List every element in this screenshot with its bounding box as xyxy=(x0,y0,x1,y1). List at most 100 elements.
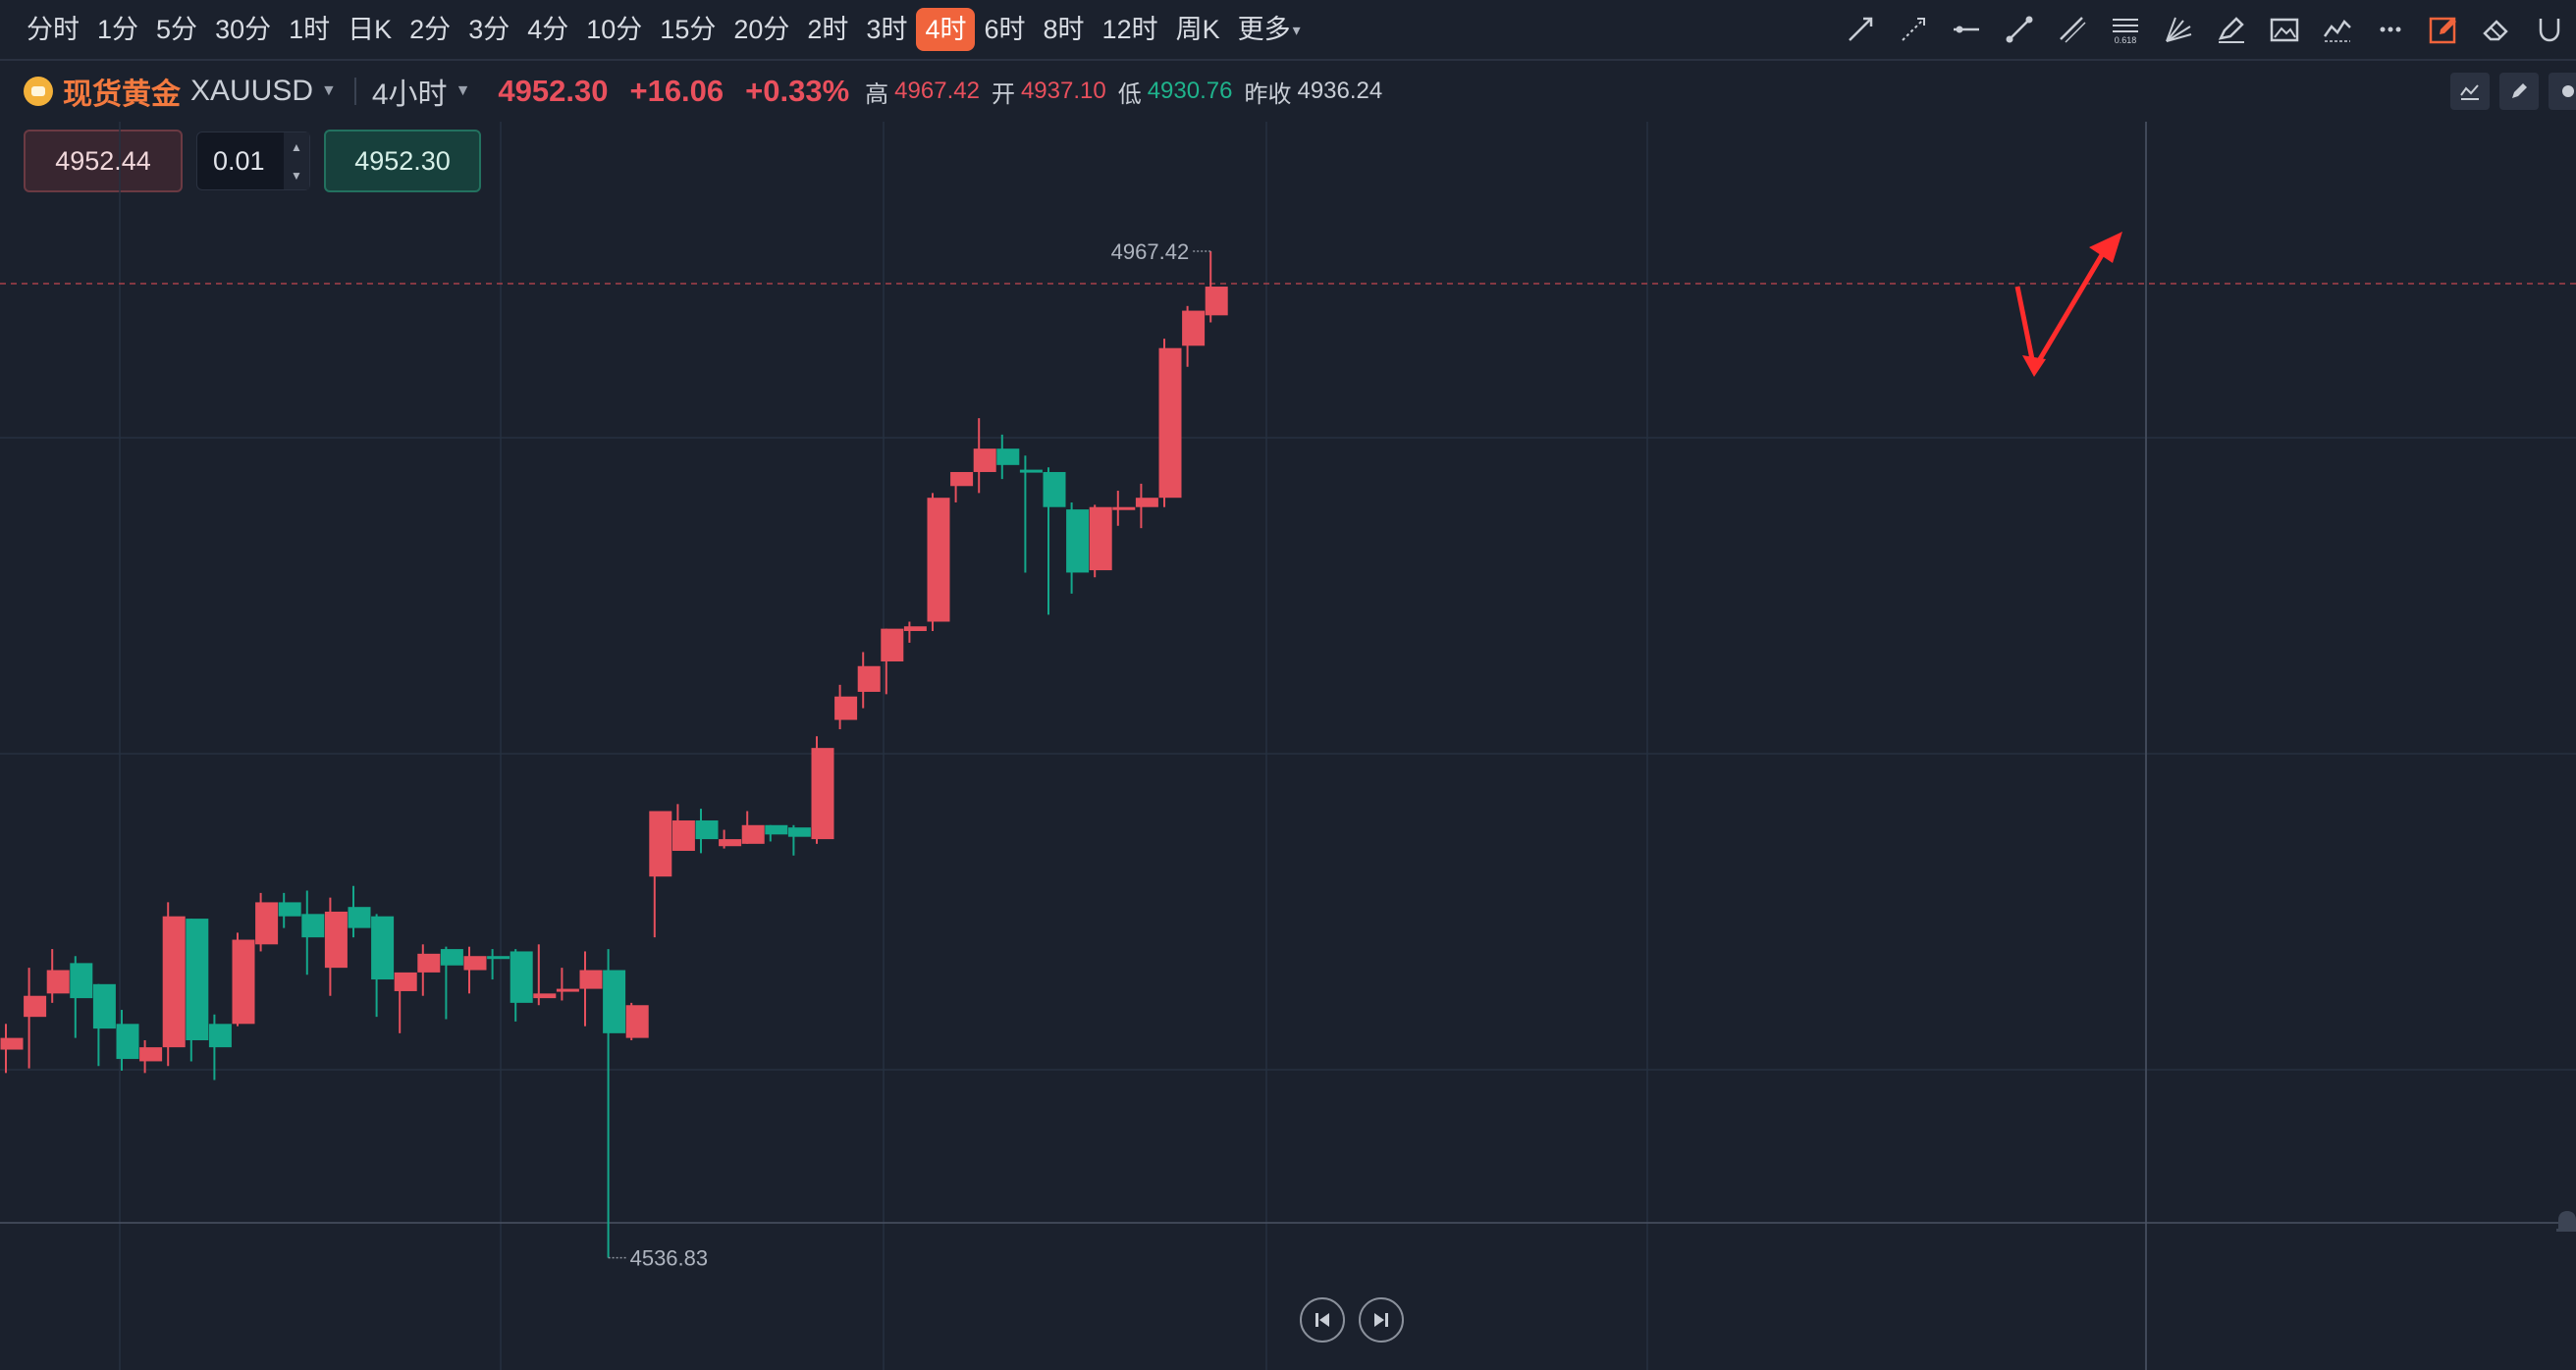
chart-grid xyxy=(0,122,2576,1370)
price-alert-bell-icon[interactable] xyxy=(2550,1205,2576,1238)
indicator-button[interactable] xyxy=(2450,73,2490,110)
extended-line-tool-button[interactable] xyxy=(1887,8,1940,51)
candle-body xyxy=(625,1005,649,1038)
edit-note-tool-button[interactable] xyxy=(2417,8,2470,51)
more-timeframes-button[interactable]: 更多 ▾ xyxy=(1237,15,1301,44)
timeframe-tab[interactable]: 日K xyxy=(348,15,393,44)
candle-body xyxy=(857,665,881,692)
timeframe-tab[interactable]: 30分 xyxy=(215,15,272,44)
candle xyxy=(950,471,974,502)
instrument-code[interactable]: XAUUSD xyxy=(190,75,314,107)
timeframe-tab[interactable]: 4时 xyxy=(916,8,976,51)
candle xyxy=(927,493,950,632)
drawing-tools: 0.618 xyxy=(1834,8,2576,51)
magnet-tool-button[interactable] xyxy=(2523,8,2576,51)
quick-trade-panel: 4952.44 0.01 ▲ ▼ 4952.30 xyxy=(24,130,481,192)
period-dropdown-icon[interactable]: ▼ xyxy=(455,82,471,99)
eraser-tool-button[interactable] xyxy=(2470,8,2523,51)
candle-body xyxy=(927,498,950,622)
trend-segment-tool-button[interactable] xyxy=(1993,8,2046,51)
timeframe-tab[interactable]: 1分 xyxy=(97,15,139,44)
low-value: 4930.76 xyxy=(1147,78,1233,104)
forecast-arrow-head xyxy=(2089,232,2122,263)
timeframe-tab[interactable]: 15分 xyxy=(660,15,717,44)
candle xyxy=(996,434,1020,480)
timeframe-tab[interactable]: 4分 xyxy=(527,15,569,44)
picture-tool-button[interactable] xyxy=(2258,8,2311,51)
skip-back-icon xyxy=(1315,1313,1329,1327)
instrument-dropdown-icon[interactable]: ▼ xyxy=(321,82,337,99)
candle-body xyxy=(116,1024,139,1060)
candle xyxy=(371,914,395,1018)
timeframe-tab[interactable]: 2分 xyxy=(409,15,452,44)
horizontal-line-tool-button[interactable] xyxy=(1940,8,1993,51)
quantity-stepper-arrows[interactable]: ▲ ▼ xyxy=(284,132,309,189)
timeframe-tab[interactable]: 分时 xyxy=(27,15,80,44)
timeframe-tab[interactable]: 6时 xyxy=(984,15,1026,44)
timeframe-tab[interactable]: 20分 xyxy=(733,15,790,44)
candle xyxy=(1205,251,1228,323)
parallel-line-tool-button[interactable] xyxy=(2046,8,2099,51)
timeframe-tab[interactable]: 5分 xyxy=(156,15,198,44)
candle xyxy=(671,804,695,851)
picture-icon xyxy=(2270,18,2299,42)
settings-icon xyxy=(2562,85,2574,97)
instrument-header: 现货黄金 XAUUSD ▼ 4小时 ▼ 4952.30 +16.06 +0.33… xyxy=(0,61,2576,122)
brush-tool-button[interactable] xyxy=(2205,8,2258,51)
timeframe-tab[interactable]: 2时 xyxy=(807,15,849,44)
candle xyxy=(765,824,788,842)
timeframe-tab[interactable]: 周K xyxy=(1175,15,1220,44)
candle xyxy=(440,946,463,1020)
candle-body xyxy=(255,902,279,945)
timeframe-tab[interactable]: 3时 xyxy=(866,15,908,44)
candle-body xyxy=(510,951,533,1003)
timeframe-tab[interactable]: 10分 xyxy=(586,15,643,44)
draw-button[interactable] xyxy=(2499,73,2539,110)
sell-price-button[interactable]: 4952.44 xyxy=(24,130,183,192)
candle-body xyxy=(92,983,116,1029)
candle xyxy=(255,892,279,952)
candle xyxy=(24,968,47,1069)
candle-body xyxy=(278,902,301,917)
scroll-to-end-button[interactable] xyxy=(1359,1297,1404,1343)
instrument-name[interactable]: 现货黄金 xyxy=(63,79,181,111)
period-selector[interactable]: 4小时 xyxy=(371,79,448,111)
pattern-tool-button[interactable] xyxy=(2311,8,2364,51)
candle xyxy=(394,972,417,1033)
ray-line-tool-button[interactable] xyxy=(1834,8,1887,51)
scroll-to-start-button[interactable] xyxy=(1300,1297,1345,1343)
buy-price-button[interactable]: 4952.30 xyxy=(324,130,481,192)
more-dots-tool-button[interactable] xyxy=(2364,8,2417,51)
chevron-up-icon[interactable]: ▲ xyxy=(291,139,302,154)
candle-body xyxy=(1158,347,1182,499)
timeframe-tab[interactable]: 3分 xyxy=(468,15,510,44)
quantity-value[interactable]: 0.01 xyxy=(213,145,265,176)
fan-lines-icon xyxy=(2166,17,2192,42)
candle xyxy=(719,829,742,849)
fan-lines-tool-button[interactable] xyxy=(2152,8,2205,51)
candle-body xyxy=(787,827,811,837)
chevron-down-icon[interactable]: ▼ xyxy=(291,168,302,183)
candle-body xyxy=(1043,471,1066,507)
quantity-stepper[interactable]: 0.01 ▲ ▼ xyxy=(196,132,310,190)
timeframe-tab[interactable]: 8时 xyxy=(1043,15,1085,44)
candle-body xyxy=(1112,506,1136,510)
candle xyxy=(417,944,441,996)
fibonacci-retracement-tool-button[interactable]: 0.618 xyxy=(2099,8,2152,51)
settings-button[interactable] xyxy=(2549,73,2576,110)
candle-body xyxy=(232,939,255,1025)
parallel-line-icon xyxy=(2060,17,2086,43)
candle-body xyxy=(881,628,904,661)
candle-body xyxy=(579,970,603,989)
candle-body xyxy=(903,626,927,632)
timeframe-tab[interactable]: 1时 xyxy=(289,15,331,44)
forecast-arrow-stroke xyxy=(2014,241,2112,372)
candle-body xyxy=(996,448,1020,465)
candle xyxy=(0,1024,24,1074)
candle xyxy=(208,1014,232,1080)
timeframe-tab[interactable]: 12时 xyxy=(1101,15,1158,44)
candle-body xyxy=(24,995,47,1018)
skip-forward-icon xyxy=(1374,1313,1388,1327)
candle xyxy=(348,885,371,938)
